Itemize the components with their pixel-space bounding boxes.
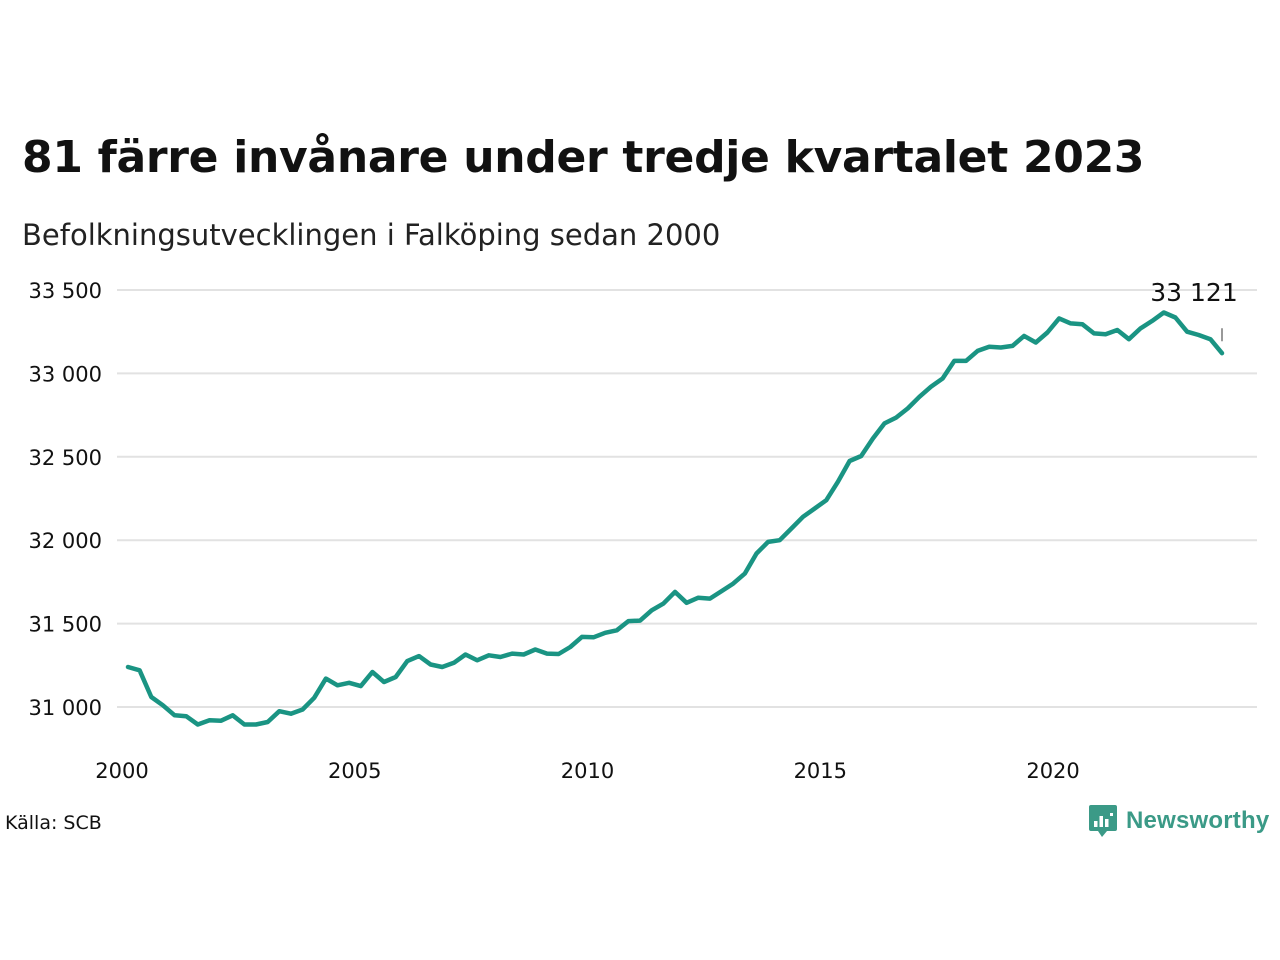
line-chart: 31 000 31 500 32 000 32 500 33 000 33 500 200… — [29, 278, 1257, 783]
y-tick-label: 33 500 — [29, 279, 102, 303]
y-tick-label: 32 000 — [29, 529, 102, 553]
x-tick-label: 2015 — [794, 759, 847, 783]
y-tick-label: 32 500 — [29, 446, 102, 470]
population-series-line — [125, 310, 1225, 727]
x-tick-label: 2020 — [1026, 759, 1079, 783]
x-tick-label: 2010 — [561, 759, 614, 783]
newsworthy-logo-text: Newsworthy — [1126, 807, 1270, 834]
grid-lines — [117, 289, 1257, 708]
y-tick-label: 31 000 — [29, 696, 102, 720]
x-tick-label: 2005 — [328, 759, 381, 783]
newsworthy-logo: Newsworthy — [1088, 804, 1269, 838]
x-tick-label: 2000 — [95, 759, 148, 783]
source-note: Källa: SCB — [5, 812, 102, 834]
y-tick-label: 33 000 — [29, 362, 102, 386]
chart-title: 81 färre invånare under tredje kvartalet… — [22, 132, 1145, 183]
newsworthy-logo-icon — [1089, 805, 1117, 837]
y-tick-label: 31 500 — [29, 613, 102, 637]
y-axis-tick-labels: 31 000 31 500 32 000 32 500 33 000 33 500 — [29, 279, 102, 720]
x-axis-tick-labels: 2000 2005 2010 2015 2020 — [95, 759, 1080, 783]
last-value-label: 33 121 — [1150, 278, 1237, 307]
chart-subtitle: Befolkningsutvecklingen i Falköping seda… — [22, 218, 721, 252]
